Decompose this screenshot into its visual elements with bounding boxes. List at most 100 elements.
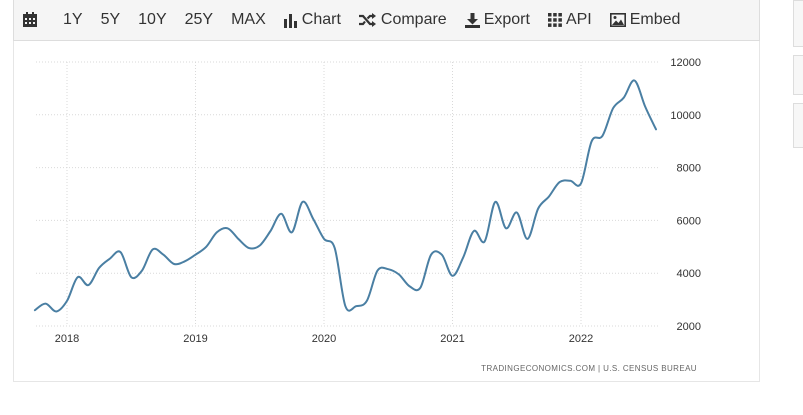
y-tick-label: 4000 <box>677 268 701 280</box>
data-point <box>77 276 79 278</box>
x-tick-label: 2021 <box>440 333 464 345</box>
side-panel-box <box>793 55 803 95</box>
date-range-button[interactable] <box>14 0 54 41</box>
range-10y-button[interactable]: 10Y <box>129 0 175 41</box>
data-point <box>366 300 368 302</box>
data-point <box>452 275 454 277</box>
range-25y-button[interactable]: 25Y <box>176 0 222 41</box>
data-point <box>162 254 164 256</box>
data-point <box>259 244 261 246</box>
data-point <box>184 260 186 262</box>
x-tick-label: 2020 <box>312 333 336 345</box>
data-point <box>120 251 122 253</box>
data-point <box>141 270 143 272</box>
data-point <box>109 258 111 260</box>
data-point <box>302 201 304 203</box>
data-point <box>291 231 293 233</box>
data-point <box>130 276 132 278</box>
data-point <box>312 218 314 220</box>
side-panel-edge <box>793 0 803 415</box>
data-point <box>601 135 603 137</box>
export-button-label: Export <box>483 11 530 28</box>
data-point <box>227 227 229 229</box>
data-point <box>548 196 550 198</box>
data-point <box>152 248 154 250</box>
range-1y-label: 1Y <box>63 11 83 28</box>
data-point <box>55 310 57 312</box>
data-point <box>526 238 528 240</box>
data-point <box>580 182 582 184</box>
data-point <box>516 211 518 213</box>
api-button-label: API <box>565 11 592 28</box>
data-point <box>655 128 657 130</box>
data-point <box>634 79 636 81</box>
range-max-label: MAX <box>231 11 266 28</box>
download-icon <box>464 12 480 28</box>
range-10y-label: 10Y <box>138 11 167 28</box>
chart-toolbar: 1Y 5Y 10Y 25Y MAX Chart Compare Export <box>13 0 760 41</box>
embed-button-label: Embed <box>629 11 681 28</box>
data-point <box>377 270 379 272</box>
x-tick-label: 2018 <box>55 333 79 345</box>
data-point <box>237 238 239 240</box>
grid-lines <box>36 61 659 327</box>
export-button[interactable]: Export <box>456 0 539 41</box>
compare-button[interactable]: Compare <box>350 0 456 41</box>
data-point <box>473 230 475 232</box>
data-point <box>323 238 325 240</box>
y-tick-label: 6000 <box>677 215 701 227</box>
data-point <box>66 300 68 302</box>
data-point <box>623 97 625 99</box>
data-point <box>505 227 507 229</box>
image-icon <box>609 13 626 27</box>
data-point <box>87 284 89 286</box>
data-point <box>195 254 197 256</box>
range-max-button[interactable]: MAX <box>222 0 275 41</box>
data-point <box>537 208 539 210</box>
y-tick-label: 12000 <box>670 57 701 69</box>
data-point <box>484 241 486 243</box>
range-5y-label: 5Y <box>100 11 121 28</box>
y-tick-label: 8000 <box>677 163 701 175</box>
data-point <box>612 107 614 109</box>
range-5y-button[interactable]: 5Y <box>92 0 130 41</box>
data-point <box>419 287 421 289</box>
data-point <box>355 305 357 307</box>
data-point <box>344 305 346 307</box>
data-point <box>98 267 100 269</box>
data-point <box>205 246 207 248</box>
data-point <box>559 181 561 183</box>
x-axis-ticks: 2018 2019 2020 2021 2022 <box>55 333 593 345</box>
data-point <box>409 285 411 287</box>
data-point <box>441 254 443 256</box>
data-point <box>462 256 464 258</box>
y-tick-label: 10000 <box>670 110 701 122</box>
series-line <box>33 79 657 313</box>
source-credit: TRADINGECONOMICS.COM | U.S. CENSUS BUREA… <box>481 364 697 373</box>
side-panel-box <box>793 0 803 47</box>
data-point <box>34 309 36 311</box>
embed-button[interactable]: Embed <box>601 0 690 41</box>
y-tick-label: 2000 <box>677 321 701 333</box>
side-panel-box <box>793 103 803 148</box>
x-tick-label: 2022 <box>569 333 593 345</box>
calendar-icon <box>23 12 37 27</box>
grid-icon <box>547 13 562 27</box>
data-point <box>430 254 432 256</box>
data-point <box>216 231 218 233</box>
shuffle-icon <box>358 13 376 27</box>
data-point <box>398 274 400 276</box>
y-axis-ticks: 2000 4000 6000 8000 10000 12000 <box>670 57 701 333</box>
chart-button[interactable]: Chart <box>275 0 350 41</box>
data-point <box>45 303 47 305</box>
api-button[interactable]: API <box>539 0 601 41</box>
data-point <box>569 180 571 182</box>
data-point <box>248 247 250 249</box>
x-tick-label: 2019 <box>183 333 207 345</box>
data-point <box>269 230 271 232</box>
data-point <box>334 247 336 249</box>
chart-panel: 2000 4000 6000 8000 10000 12000 2018 2019 2020 2… <box>13 41 760 382</box>
range-1y-button[interactable]: 1Y <box>54 0 92 41</box>
data-point <box>387 268 389 270</box>
